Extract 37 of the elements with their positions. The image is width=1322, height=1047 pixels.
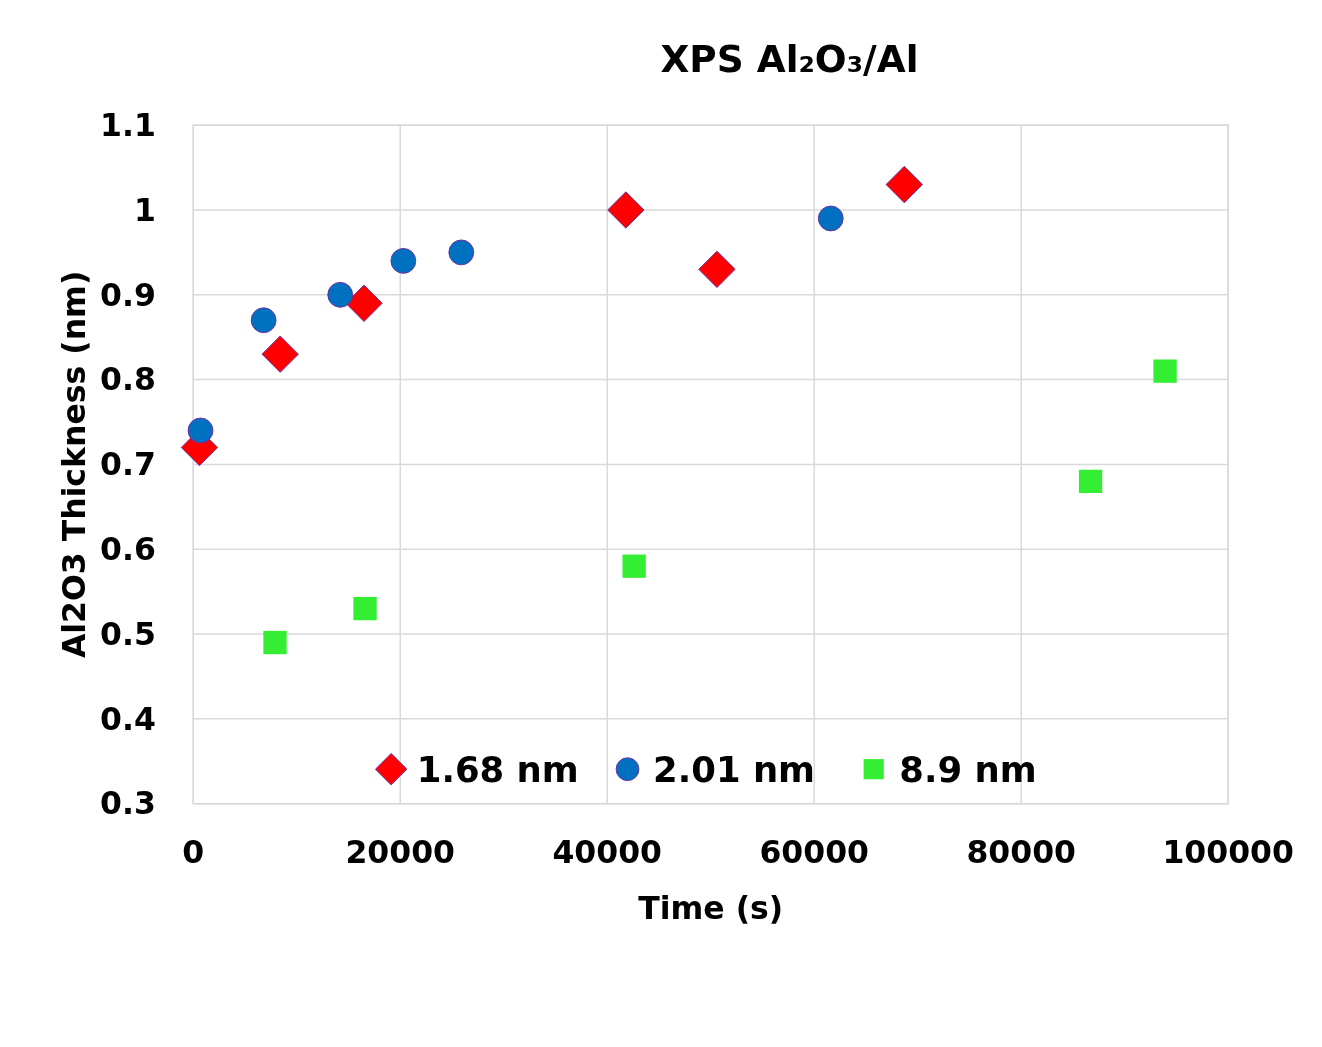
chart-title: XPS Al₂O₃/Al [660, 37, 919, 82]
x-axis-title: Time (s) [638, 889, 784, 926]
x-tick-label: 20000 [345, 833, 456, 870]
point [263, 630, 287, 655]
y-tick-label: 1 [133, 191, 156, 228]
point [327, 281, 354, 308]
y-tick-label: 0.8 [100, 361, 156, 398]
point [390, 247, 417, 274]
point [698, 250, 736, 289]
point [353, 596, 377, 621]
y-tick-label: 0.9 [100, 276, 156, 313]
y-tick-label: 1.1 [100, 107, 156, 144]
y-tick-label: 0.5 [100, 615, 156, 652]
point [345, 284, 383, 322]
y-tick-label: 0.6 [100, 531, 156, 568]
y-axis-title: Al2O3 Thickness (nm) [55, 270, 92, 659]
legend-label: 1.68 nm [416, 748, 579, 790]
legend-label: 2.01 nm [653, 748, 816, 790]
legend-label: 8.9 nm [899, 748, 1037, 790]
point [885, 165, 923, 204]
x-tick-label: 0 [182, 833, 205, 870]
point [1153, 359, 1177, 383]
point [622, 554, 646, 578]
x-tick-label: 100000 [1162, 833, 1294, 870]
y-tick-label: 0.4 [100, 700, 156, 737]
point [1078, 469, 1103, 494]
y-tick-label: 0.7 [100, 446, 156, 483]
point [187, 417, 214, 444]
point [261, 335, 299, 373]
x-tick-label: 40000 [552, 833, 663, 870]
x-tick-label: 80000 [966, 833, 1077, 870]
x-tick-label: 60000 [759, 833, 870, 870]
y-tick-label: 0.3 [100, 785, 156, 822]
point [817, 205, 844, 232]
point [607, 191, 645, 229]
point [250, 307, 277, 334]
point [448, 239, 475, 266]
